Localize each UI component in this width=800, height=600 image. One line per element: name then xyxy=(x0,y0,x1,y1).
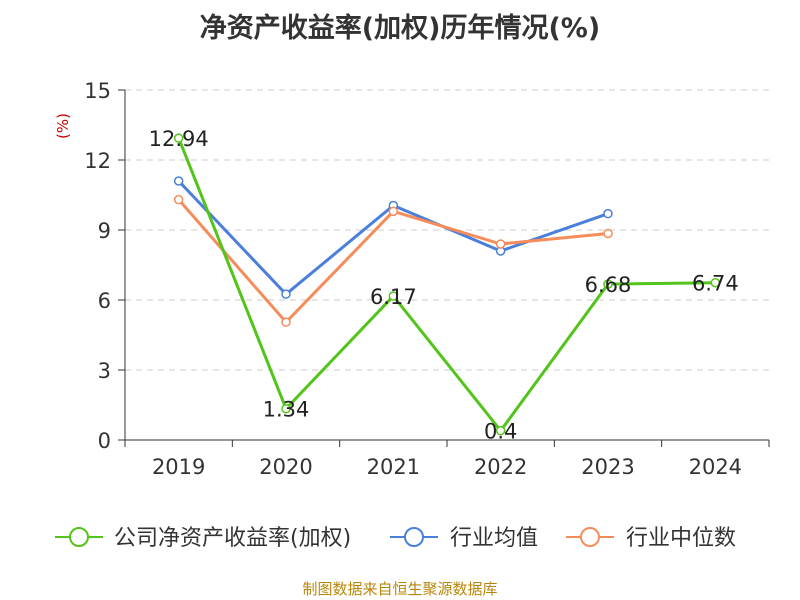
x-tick-label: 2023 xyxy=(581,455,634,479)
data-source-note: 制图数据来自恒生聚源数据库 xyxy=(302,580,498,598)
data-label: 6.17 xyxy=(370,285,417,309)
chart-title: 净资产收益率(加权)历年情况(%) xyxy=(199,13,601,44)
x-tick-label: 2022 xyxy=(474,455,527,479)
y-tick-label: 9 xyxy=(98,219,111,243)
legend: 公司净资产收益率(加权) 行业均值 行业中位数 xyxy=(55,526,736,551)
legend-marker xyxy=(69,527,89,547)
data-label: 6.68 xyxy=(585,273,632,297)
data-point xyxy=(495,239,506,249)
x-tick-label: 2019 xyxy=(152,455,205,479)
data-point xyxy=(281,403,291,414)
data-point xyxy=(281,317,291,327)
y-tick-label: 6 xyxy=(98,289,111,313)
y-tick-label: 12 xyxy=(84,149,111,173)
data-label: 6.74 xyxy=(692,272,739,296)
y-tick-label: 0 xyxy=(98,429,111,453)
axes: 0 3 6 9 12 15 2019 2020 2021 2022 2023 2024 xyxy=(84,79,770,479)
data-point xyxy=(388,206,399,217)
legend-marker xyxy=(580,527,600,547)
y-tick-label: 3 xyxy=(98,359,111,383)
x-tick-label: 2024 xyxy=(689,455,742,479)
series-line xyxy=(177,179,609,296)
data-point xyxy=(281,289,291,299)
x-tick-label: 2021 xyxy=(367,455,420,479)
series-line xyxy=(177,137,716,433)
data-label: 0.4 xyxy=(484,420,517,444)
data-point xyxy=(173,133,184,143)
legend-label: 公司净资产收益率(加权) xyxy=(114,526,351,551)
y-axis-label: (%) xyxy=(54,113,72,139)
x-tick-label: 2020 xyxy=(259,455,312,479)
legend-marker xyxy=(404,527,424,547)
grid-lines xyxy=(125,89,769,371)
data-point xyxy=(710,277,721,288)
data-point xyxy=(603,208,613,219)
legend-label: 行业中位数 xyxy=(626,526,736,551)
data-point xyxy=(173,176,184,186)
data-label: 12.94 xyxy=(149,127,209,151)
series-group: 12.94 1.34 6.17 0.4 6.68 6.74 xyxy=(149,127,739,444)
data-point xyxy=(388,291,399,301)
data-point xyxy=(173,194,184,205)
legend-label: 行业均值 xyxy=(450,526,538,551)
data-label: 1.34 xyxy=(263,398,310,422)
data-point xyxy=(603,279,613,289)
data-point xyxy=(495,425,506,436)
data-point xyxy=(603,228,613,239)
y-tick-label: 15 xyxy=(84,79,111,103)
